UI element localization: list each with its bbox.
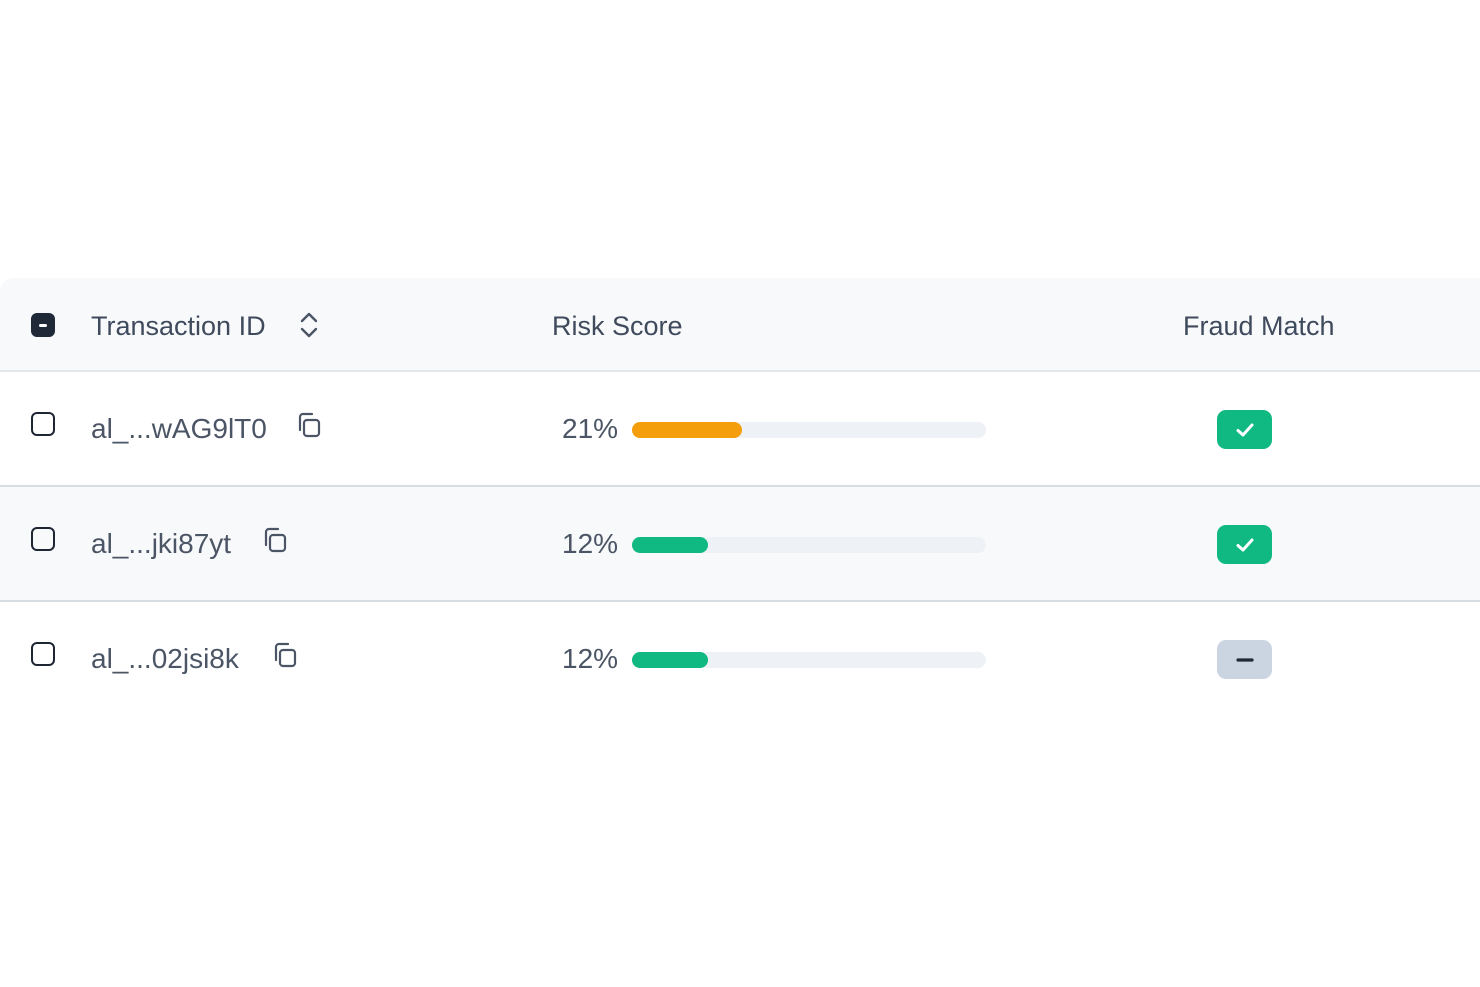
table-header: Transaction ID Risk Score Fraud Match: [0, 278, 1480, 372]
fraud-match-badge: [1217, 410, 1272, 449]
risk-score-value: 12%: [562, 643, 619, 674]
column-header-fraud-match: Fraud Match: [1183, 311, 1335, 341]
copy-icon[interactable]: [269, 640, 301, 672]
transaction-id: al_...jki87yt: [91, 528, 232, 559]
risk-score-bar-fill: [632, 422, 742, 438]
table-row: al_...02jsi8k 12%: [0, 602, 1480, 717]
risk-score-bar-fill: [632, 652, 708, 668]
risk-score-value: 21%: [562, 413, 619, 444]
column-header-risk-score: Risk Score: [552, 311, 683, 341]
risk-score-bar-fill: [632, 537, 708, 553]
transactions-table: Transaction ID Risk Score Fraud Match al…: [0, 278, 1480, 717]
table-row: al_...wAG9lT0 21%: [0, 372, 1480, 487]
fraud-match-badge: [1217, 640, 1272, 679]
fraud-match-badge: [1217, 525, 1272, 564]
column-header-transaction-id[interactable]: Transaction ID: [91, 311, 266, 341]
risk-score-value: 12%: [562, 528, 619, 559]
risk-score-bar: [632, 537, 986, 553]
select-all-checkbox[interactable]: [31, 313, 55, 337]
risk-score-bar: [632, 652, 986, 668]
transaction-id: al_...02jsi8k: [91, 643, 239, 674]
copy-icon[interactable]: [293, 410, 325, 442]
risk-score-bar: [632, 422, 986, 438]
copy-icon[interactable]: [259, 525, 291, 557]
row-checkbox[interactable]: [31, 412, 55, 436]
minus-icon: [1235, 657, 1254, 662]
sort-icon[interactable]: [296, 310, 322, 340]
table-row: al_...jki87yt 12%: [0, 487, 1480, 602]
row-checkbox[interactable]: [31, 527, 55, 551]
check-icon: [1236, 538, 1253, 551]
check-icon: [1236, 423, 1253, 436]
transaction-id: al_...wAG9lT0: [91, 413, 267, 444]
row-checkbox[interactable]: [31, 642, 55, 666]
